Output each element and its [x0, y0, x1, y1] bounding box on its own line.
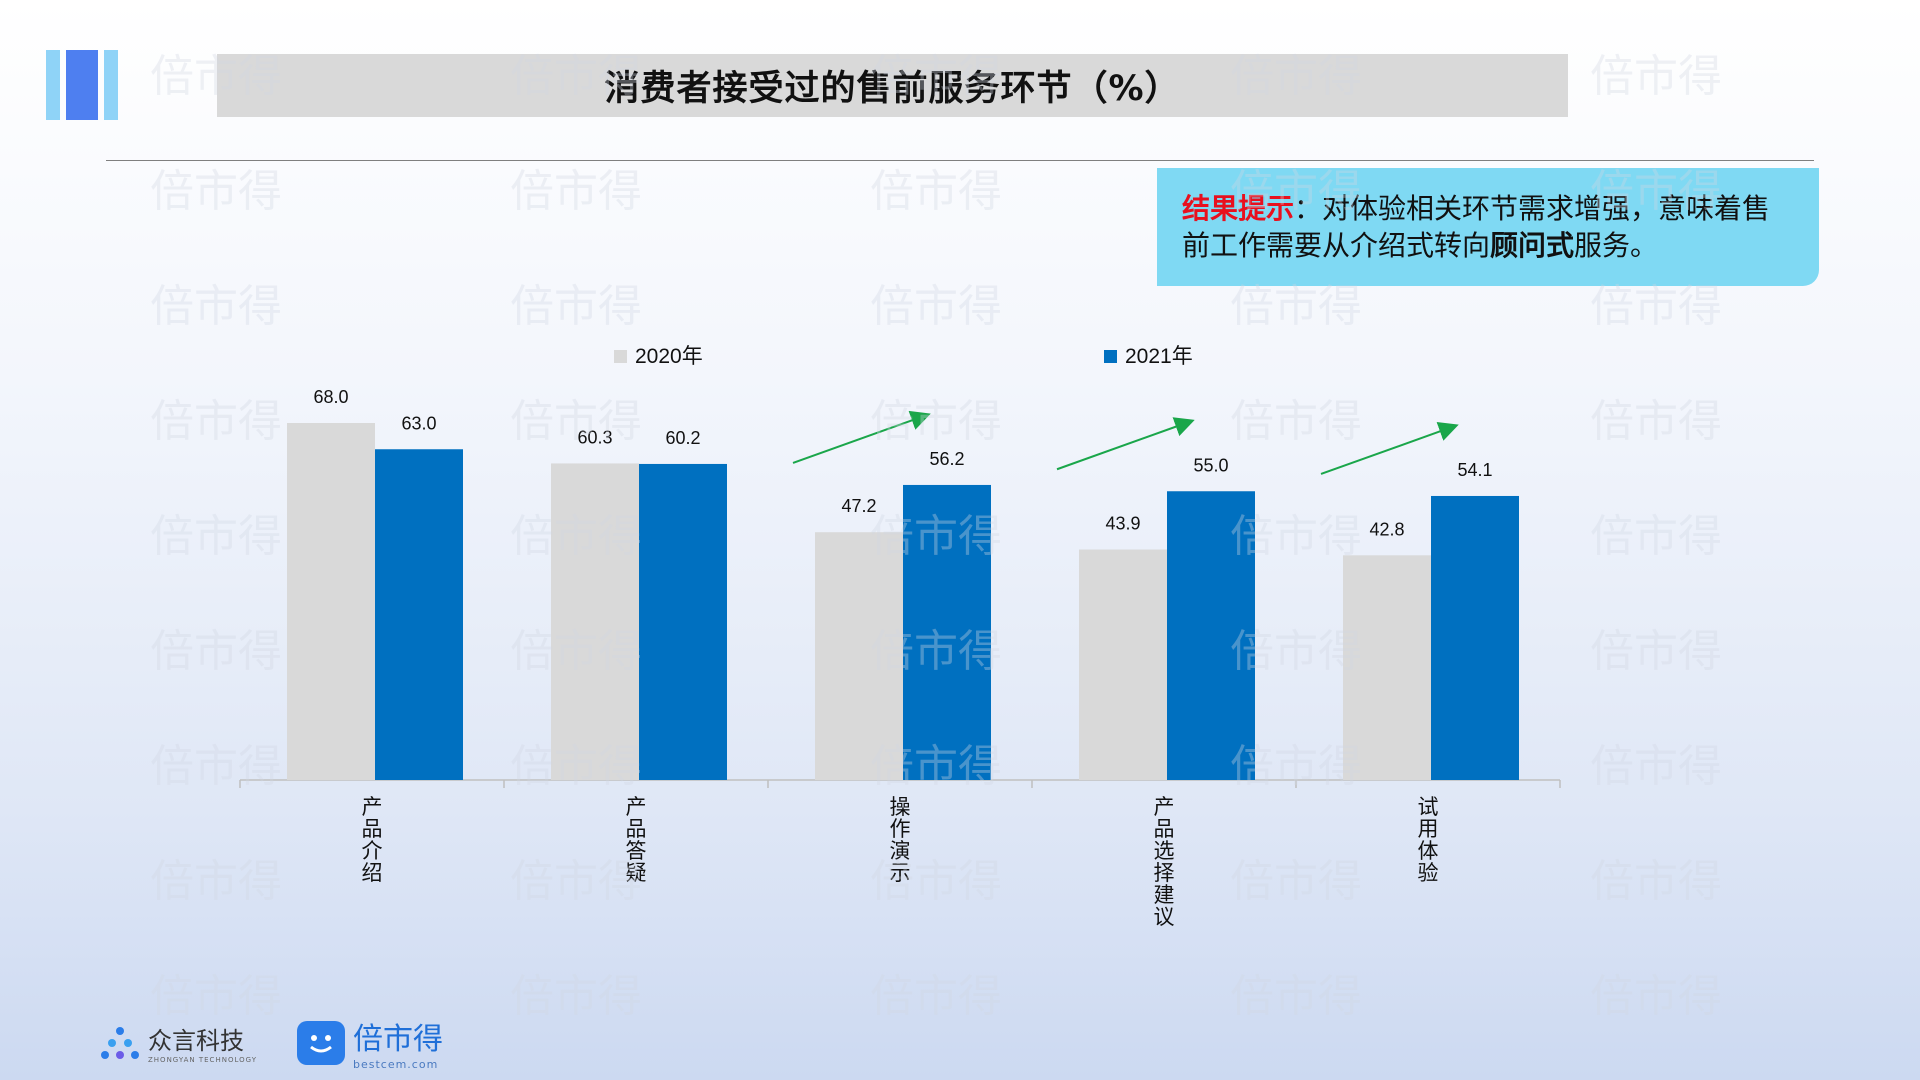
- bar-2020: [551, 463, 639, 780]
- bar-2020: [287, 423, 375, 780]
- data-label: 60.3: [577, 427, 612, 447]
- bar-2021: [375, 449, 463, 780]
- x-tick-label: 试用体验: [1417, 795, 1439, 885]
- bar-2020: [1343, 555, 1431, 780]
- bar-2020: [815, 532, 903, 780]
- x-tick-label: 操作演示: [889, 795, 911, 885]
- title-deco-bar: [66, 50, 98, 120]
- logo2-sub: bestcem.com: [352, 1058, 439, 1071]
- data-label: 54.1: [1457, 460, 1492, 480]
- legend-swatch: [1104, 350, 1117, 363]
- data-label: 42.8: [1369, 519, 1404, 539]
- bar-2020: [1079, 549, 1167, 780]
- bar-2021: [1167, 491, 1255, 780]
- x-tick-label: 产品选择建议: [1153, 795, 1175, 929]
- trend-arrow: [1320, 421, 1459, 475]
- callout-separator: ：: [1294, 192, 1323, 225]
- bestcem-logo: 倍市得 bestcem.com: [296, 1014, 443, 1071]
- data-label: 60.2: [665, 428, 700, 448]
- bar-2021: [1431, 495, 1519, 780]
- bar-2021: [639, 463, 727, 780]
- callout-text: 对体验相关环节需求增强，意味着售前工作需要从介绍式转向: [1182, 192, 1771, 262]
- x-tick-label: 产品介绍: [361, 795, 383, 885]
- callout-highlight: 结果提示: [1182, 192, 1295, 225]
- logo1-name: 众言科技: [148, 1027, 244, 1055]
- title-bar: 消费者接受过的售前服务环节（%）: [217, 54, 1568, 117]
- data-label: 43.9: [1105, 514, 1140, 534]
- x-tick-label: 产品答疑: [625, 795, 647, 885]
- data-label: 68.0: [313, 387, 348, 407]
- trend-arrow: [792, 410, 931, 464]
- trend-arrow: [1056, 417, 1195, 471]
- logo1-sub: ZHONGYAN TECHNOLOGY: [148, 1056, 257, 1064]
- title-deco-bar: [104, 50, 118, 120]
- data-label: 56.2: [929, 449, 964, 469]
- page-title: 消费者接受过的售前服务环节（%）: [604, 69, 1181, 109]
- bar-2021: [903, 484, 991, 780]
- callout-bold: 顾问式: [1490, 229, 1575, 262]
- title-deco-bar: [46, 50, 60, 120]
- bestcem-mark-icon: [296, 1020, 345, 1065]
- legend-label: 2020年: [635, 345, 703, 368]
- logo2-name: 倍市得: [352, 1022, 443, 1057]
- zhongyan-mark-icon: [101, 1026, 139, 1059]
- data-label: 47.2: [841, 496, 876, 516]
- zhongyan-logo: 众言科技 ZHONGYAN TECHNOLOGY: [100, 1021, 257, 1064]
- data-label: 63.0: [401, 413, 436, 433]
- legend-swatch: [614, 350, 627, 363]
- callout-text-end: 服务。: [1574, 229, 1659, 262]
- bar-chart: 68.0 63.0 60.3 60.2 47.2 56.2 43.9 55.0 42.8 54.1…: [239, 345, 1561, 788]
- footer-logos: 众言科技 ZHONGYAN TECHNOLOGY 倍市得 bestcem.com: [100, 1014, 443, 1071]
- legend-label: 2021年: [1125, 345, 1193, 368]
- divider: [106, 160, 1814, 161]
- data-label: 55.0: [1193, 455, 1228, 475]
- result-callout: 结果提示：对体验相关环节需求增强，意味着售前工作需要从介绍式转向顾问式服务。: [1157, 168, 1819, 286]
